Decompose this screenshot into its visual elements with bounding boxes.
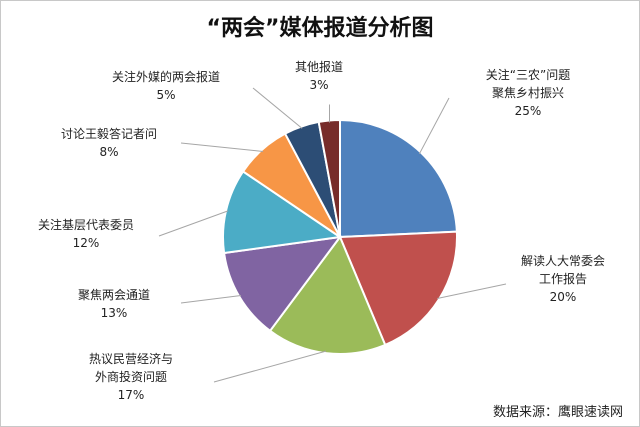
slice-value-label: 13% (101, 306, 128, 320)
slice-label: 关注“三农”问题 (486, 67, 570, 82)
pie-slice (222, 235, 343, 333)
leader-line (180, 142, 264, 152)
leader-line (437, 283, 507, 299)
slice-value-label: 5% (156, 88, 175, 102)
pie-slice (339, 118, 458, 239)
leader-lines (158, 87, 507, 383)
slice-label: 解读人大常委会 (521, 254, 605, 268)
slice-label: 聚焦乡村振兴 (492, 86, 564, 100)
slice-value-label: 12% (73, 236, 100, 250)
slice-value-label: 8% (99, 145, 118, 159)
slice-value-label: 3% (309, 78, 328, 92)
leader-line (252, 87, 303, 129)
slice-label: 关注基层代表委员 (38, 217, 134, 232)
slice-label: 讨论王毅答记者问 (61, 126, 157, 141)
chart-title: “两会”媒体报道分析图 (207, 15, 434, 41)
slice-label: 热议民营经济与 (89, 351, 173, 366)
pie-slice (268, 234, 387, 355)
pie-slice (222, 170, 343, 255)
slice-label: 外商投资问题 (95, 369, 167, 384)
slice-label: 其他报道 (295, 59, 343, 74)
leader-line (180, 295, 242, 304)
slice-label: 聚焦两会通道 (78, 288, 150, 302)
data-source: 数据来源：鹰眼速读网 (493, 404, 623, 420)
leader-line (418, 97, 450, 155)
slice-value-label: 25% (515, 104, 542, 118)
leader-line (158, 210, 229, 237)
slice-label: 关注外媒的两会报道 (112, 69, 220, 84)
pie-slice (338, 230, 458, 347)
leader-line (213, 350, 327, 383)
pie-slices (222, 118, 458, 355)
slice-label: 工作报告 (539, 271, 587, 286)
slice-value-label: 17% (118, 388, 145, 402)
slice-value-label: 20% (550, 290, 577, 304)
